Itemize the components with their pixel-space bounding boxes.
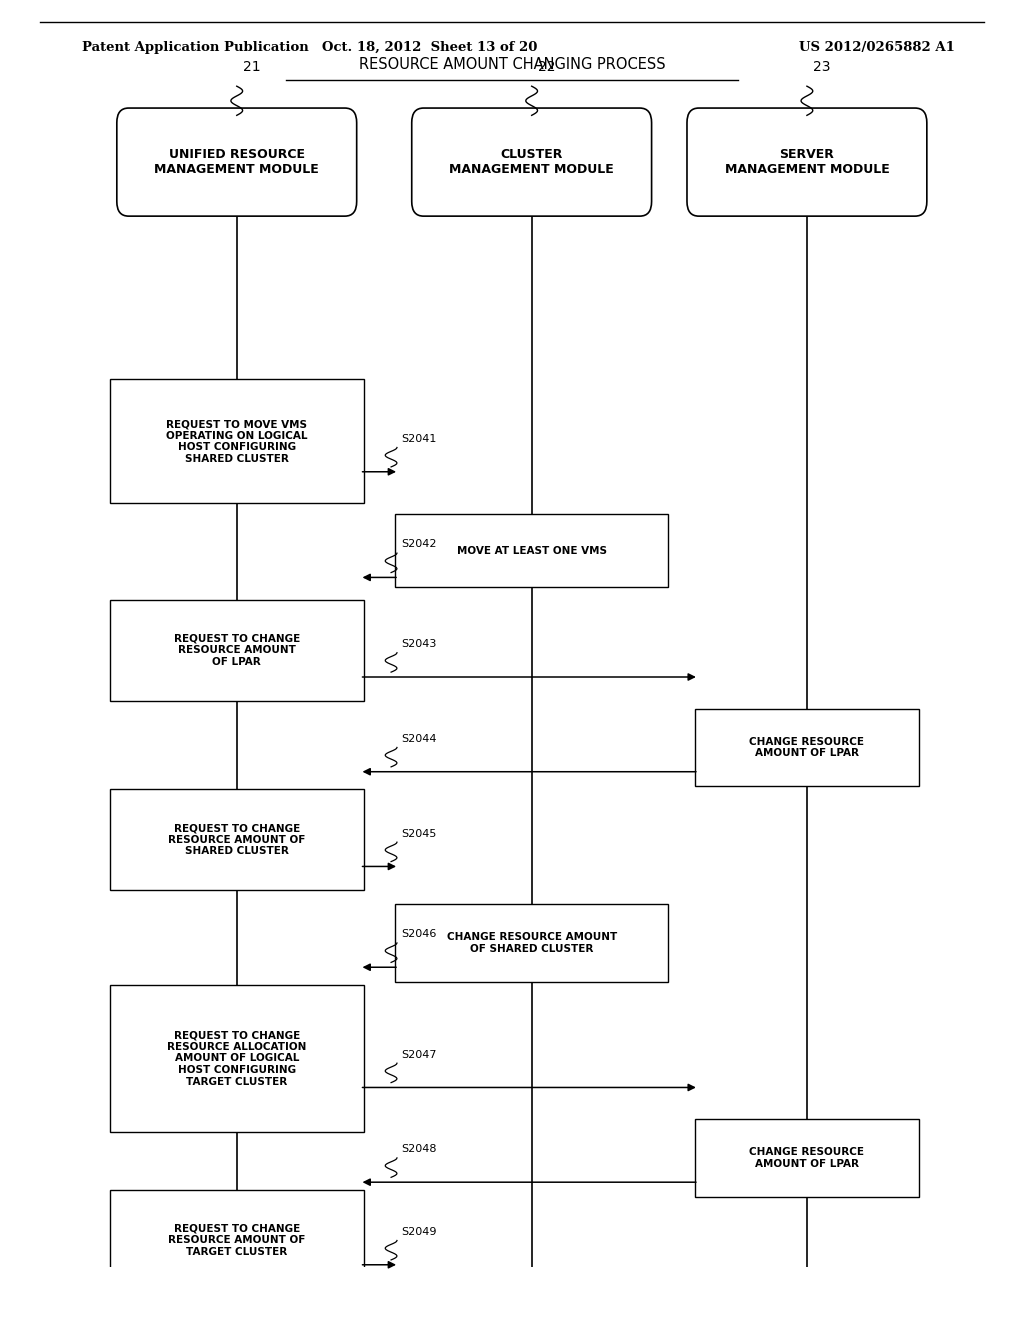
Text: S2048: S2048 xyxy=(401,1144,436,1154)
FancyBboxPatch shape xyxy=(110,985,364,1131)
FancyBboxPatch shape xyxy=(110,379,364,503)
Text: S2046: S2046 xyxy=(401,929,436,940)
Text: S2044: S2044 xyxy=(401,734,436,743)
FancyBboxPatch shape xyxy=(395,904,669,982)
Text: 21: 21 xyxy=(243,59,260,74)
Text: S2042: S2042 xyxy=(401,540,436,549)
FancyBboxPatch shape xyxy=(395,515,669,587)
Text: CLUSTER
MANAGEMENT MODULE: CLUSTER MANAGEMENT MODULE xyxy=(450,148,614,176)
FancyBboxPatch shape xyxy=(110,1191,364,1291)
Text: SERVER
MANAGEMENT MODULE: SERVER MANAGEMENT MODULE xyxy=(725,148,889,176)
Text: US 2012/0265882 A1: US 2012/0265882 A1 xyxy=(799,41,954,54)
Text: S2041: S2041 xyxy=(401,434,436,444)
Text: MOVE AT LEAST ONE VMS: MOVE AT LEAST ONE VMS xyxy=(457,545,606,556)
Text: Patent Application Publication: Patent Application Publication xyxy=(82,41,308,54)
Text: REQUEST TO CHANGE
RESOURCE AMOUNT OF
TARGET CLUSTER: REQUEST TO CHANGE RESOURCE AMOUNT OF TAR… xyxy=(168,1224,305,1257)
Text: 22: 22 xyxy=(538,59,555,74)
Text: CHANGE RESOURCE
AMOUNT OF LPAR: CHANGE RESOURCE AMOUNT OF LPAR xyxy=(750,1147,864,1168)
FancyBboxPatch shape xyxy=(687,108,927,216)
FancyBboxPatch shape xyxy=(117,108,356,216)
FancyBboxPatch shape xyxy=(110,789,364,890)
Text: REQUEST TO MOVE VMS
OPERATING ON LOGICAL
HOST CONFIGURING
SHARED CLUSTER: REQUEST TO MOVE VMS OPERATING ON LOGICAL… xyxy=(166,418,307,463)
Text: CHANGE RESOURCE
AMOUNT OF LPAR: CHANGE RESOURCE AMOUNT OF LPAR xyxy=(750,737,864,758)
Text: REQUEST TO CHANGE
RESOURCE ALLOCATION
AMOUNT OF LOGICAL
HOST CONFIGURING
TARGET : REQUEST TO CHANGE RESOURCE ALLOCATION AM… xyxy=(167,1030,306,1086)
Text: S2047: S2047 xyxy=(401,1049,436,1060)
FancyBboxPatch shape xyxy=(110,599,364,701)
Text: Oct. 18, 2012  Sheet 13 of 20: Oct. 18, 2012 Sheet 13 of 20 xyxy=(323,41,538,54)
Text: 23: 23 xyxy=(813,59,830,74)
Text: REQUEST TO CHANGE
RESOURCE AMOUNT OF
SHARED CLUSTER: REQUEST TO CHANGE RESOURCE AMOUNT OF SHA… xyxy=(168,824,305,857)
Text: S2049: S2049 xyxy=(401,1226,436,1237)
FancyBboxPatch shape xyxy=(695,709,919,787)
Text: S2043: S2043 xyxy=(401,639,436,649)
Text: UNIFIED RESOURCE
MANAGEMENT MODULE: UNIFIED RESOURCE MANAGEMENT MODULE xyxy=(155,148,319,176)
FancyBboxPatch shape xyxy=(412,108,651,216)
Text: S2045: S2045 xyxy=(401,829,436,838)
Text: REQUEST TO CHANGE
RESOURCE AMOUNT
OF LPAR: REQUEST TO CHANGE RESOURCE AMOUNT OF LPA… xyxy=(174,634,300,667)
Text: CHANGE RESOURCE AMOUNT
OF SHARED CLUSTER: CHANGE RESOURCE AMOUNT OF SHARED CLUSTER xyxy=(446,932,616,954)
Text: RESOURCE AMOUNT CHANGING PROCESS: RESOURCE AMOUNT CHANGING PROCESS xyxy=(358,58,666,73)
FancyBboxPatch shape xyxy=(395,1287,669,1320)
FancyBboxPatch shape xyxy=(695,1119,919,1197)
